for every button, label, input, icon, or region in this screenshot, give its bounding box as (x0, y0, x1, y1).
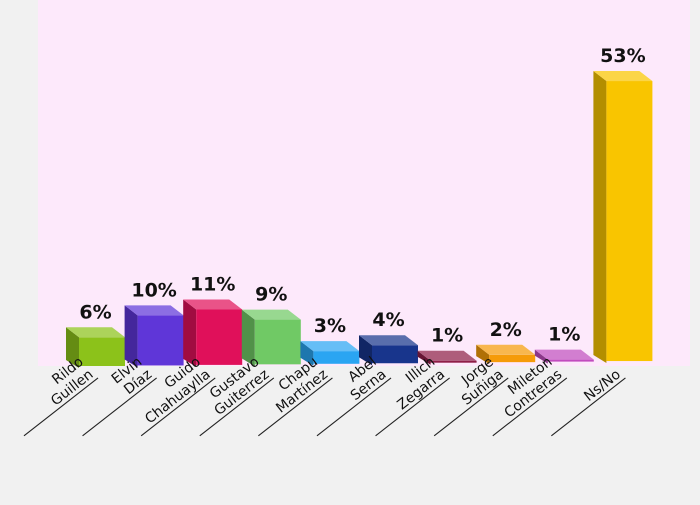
bar (430, 360, 477, 363)
bar-top (476, 344, 536, 355)
bar-side (241, 309, 255, 367)
category-rule (433, 377, 509, 437)
bar (372, 345, 418, 364)
category-rule (82, 377, 157, 437)
bar (137, 315, 184, 366)
bar-side (183, 299, 197, 367)
bar-top (66, 327, 125, 338)
value-label: 1% (431, 325, 463, 347)
value-label: 1% (548, 324, 580, 346)
value-label: 11% (190, 273, 235, 295)
category-rule (492, 377, 568, 437)
bar-side (534, 349, 548, 364)
category-rule (140, 377, 216, 437)
value-label: 53% (600, 45, 645, 67)
value-label: 4% (372, 309, 404, 331)
value-label: 2% (490, 319, 522, 341)
category-rule (316, 377, 392, 437)
bar (313, 351, 360, 364)
bar-side (300, 341, 314, 366)
bar-top (359, 335, 418, 346)
bar (196, 309, 243, 365)
bar (547, 359, 594, 362)
bar-top (593, 71, 653, 82)
bar-top (300, 341, 360, 352)
bar-side (359, 335, 372, 366)
bar (489, 354, 536, 363)
bars (66, 71, 653, 368)
bar (79, 337, 125, 366)
value-labels: 6% 10% 11% 9% 3% 4% 1% 2% 1% 53% (79, 45, 645, 347)
bar-top (534, 349, 594, 360)
bar (606, 81, 653, 362)
bar-side (593, 71, 607, 364)
plot-background (38, 0, 690, 366)
bar-top (124, 305, 184, 316)
bar-side (417, 350, 431, 365)
category-label-line: Ns/No (581, 367, 624, 405)
bar-side (124, 305, 138, 368)
value-label: 3% (314, 315, 346, 337)
value-label: 10% (131, 279, 176, 301)
bar-top (241, 309, 301, 320)
category-rule (375, 377, 450, 437)
bar (254, 319, 301, 365)
category-rule (23, 377, 99, 437)
category-rule (551, 377, 626, 437)
bar-top (417, 350, 477, 361)
category-rule (199, 377, 275, 437)
category-rule (258, 377, 333, 437)
value-label: 9% (255, 284, 287, 306)
bar-top (183, 299, 243, 310)
value-label: 6% (79, 301, 111, 323)
bar-side (66, 327, 79, 368)
bar-side (476, 344, 490, 365)
